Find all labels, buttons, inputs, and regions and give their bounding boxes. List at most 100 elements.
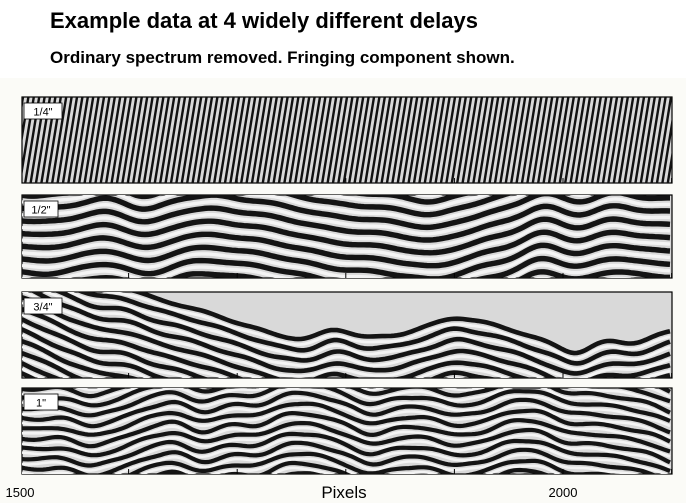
fringe-line xyxy=(153,97,170,183)
fringe-line xyxy=(22,255,671,278)
fringe-line xyxy=(61,97,79,183)
fringe-line xyxy=(22,407,671,448)
fringe-line xyxy=(283,97,300,183)
fringe-line xyxy=(22,388,671,423)
x-tick-label-1500: 1500 xyxy=(6,485,35,500)
panel-label-box xyxy=(23,393,59,411)
fringe-line xyxy=(461,97,478,183)
panel-label: 1/4" xyxy=(33,107,52,119)
fringe-line xyxy=(22,390,671,435)
fringe-line xyxy=(42,292,671,378)
fringe-line xyxy=(22,195,670,231)
fringe-line xyxy=(22,426,671,469)
fringe-line xyxy=(574,97,592,183)
fringe-line xyxy=(250,97,268,183)
fringe-line xyxy=(493,97,511,183)
fringe-line xyxy=(22,388,671,415)
fringe-line xyxy=(294,97,311,183)
fringe-line xyxy=(288,97,305,183)
fringe-pattern xyxy=(22,388,671,474)
fringe-line xyxy=(115,97,133,183)
fringe-line xyxy=(202,97,219,183)
fringe-line xyxy=(547,97,565,183)
fringe-line xyxy=(520,97,538,183)
fringe-line xyxy=(101,292,671,360)
fringe-line xyxy=(54,292,671,376)
fringe-line xyxy=(22,388,671,419)
fringe-line xyxy=(88,97,106,183)
fringe-line xyxy=(180,97,197,183)
fringe-line xyxy=(261,97,278,183)
fringe-line xyxy=(272,97,289,183)
fringe-line xyxy=(326,97,343,183)
fringe-line xyxy=(358,97,376,183)
fringe-line xyxy=(175,97,192,183)
slide-subtitle: Ordinary spectrum removed. Fringing comp… xyxy=(50,48,515,67)
fringe-line xyxy=(213,97,230,183)
fringe-line xyxy=(22,431,671,473)
fringe-line xyxy=(22,339,140,378)
fringe-line xyxy=(585,97,602,183)
fringe-line xyxy=(126,97,143,183)
fringe-line xyxy=(553,97,570,183)
fringe-line xyxy=(439,97,457,183)
fringe-line xyxy=(94,97,111,183)
fringe-line xyxy=(22,97,25,111)
fringe-line xyxy=(22,323,192,378)
fringe-line xyxy=(22,197,670,236)
panel-label: 1" xyxy=(36,398,46,410)
fringe-line xyxy=(580,97,597,183)
fringe-line xyxy=(22,263,671,278)
fringe-line xyxy=(304,97,322,183)
fringe-pattern xyxy=(0,97,686,183)
fringe-line xyxy=(628,97,646,183)
fringe-line xyxy=(348,97,365,183)
fringe-line xyxy=(105,97,122,183)
fringe-line xyxy=(22,210,671,249)
fringe-line xyxy=(22,301,510,378)
fringe-line xyxy=(99,97,116,183)
fringe-line xyxy=(679,97,686,183)
fringe-line xyxy=(22,327,172,378)
fringe-line xyxy=(245,97,262,183)
fringe-line xyxy=(22,333,151,378)
fringe-line xyxy=(191,97,208,183)
fringe-line xyxy=(22,401,671,444)
fringe-line xyxy=(542,97,559,183)
fringe-line xyxy=(353,97,370,183)
fringe-line xyxy=(169,97,187,183)
fringe-line xyxy=(526,97,543,183)
fringe-line xyxy=(76,292,671,366)
fringe-line xyxy=(22,388,671,428)
fringe-line xyxy=(22,446,640,474)
fringe-line xyxy=(22,203,671,243)
fringe-line xyxy=(601,97,619,183)
fringe-line xyxy=(483,97,500,183)
fringe-line xyxy=(51,97,68,183)
fringe-line xyxy=(412,97,430,183)
fringe-line xyxy=(402,97,419,183)
fringe-line xyxy=(407,97,424,183)
panel-one-inch: 1" xyxy=(21,387,673,475)
fringe-line xyxy=(564,97,581,183)
fringe-line xyxy=(299,97,316,183)
fringe-line xyxy=(0,97,7,183)
fringe-line xyxy=(310,97,327,183)
fringe-line xyxy=(337,97,354,183)
fringe-figure: 1/4" 1/2" 3/4" 1" 1500 2000 Pixels xyxy=(0,78,686,503)
panel-half-inch: 1/2" xyxy=(21,194,673,279)
fringe-line xyxy=(223,97,241,183)
fringe-line xyxy=(466,97,484,183)
fringe-line xyxy=(504,97,521,183)
x-axis-ticks xyxy=(128,178,673,474)
fringe-line xyxy=(396,97,413,183)
fringe-line xyxy=(218,97,235,183)
fringe-line xyxy=(267,97,284,183)
fringe-line xyxy=(129,292,671,356)
fringe-line xyxy=(477,97,494,183)
slide-title: Example data at 4 widely different delay… xyxy=(50,8,478,33)
fringe-line xyxy=(391,97,408,183)
fringe-line xyxy=(22,388,671,408)
fringe-line xyxy=(661,116,672,183)
fringe-line xyxy=(22,313,466,378)
